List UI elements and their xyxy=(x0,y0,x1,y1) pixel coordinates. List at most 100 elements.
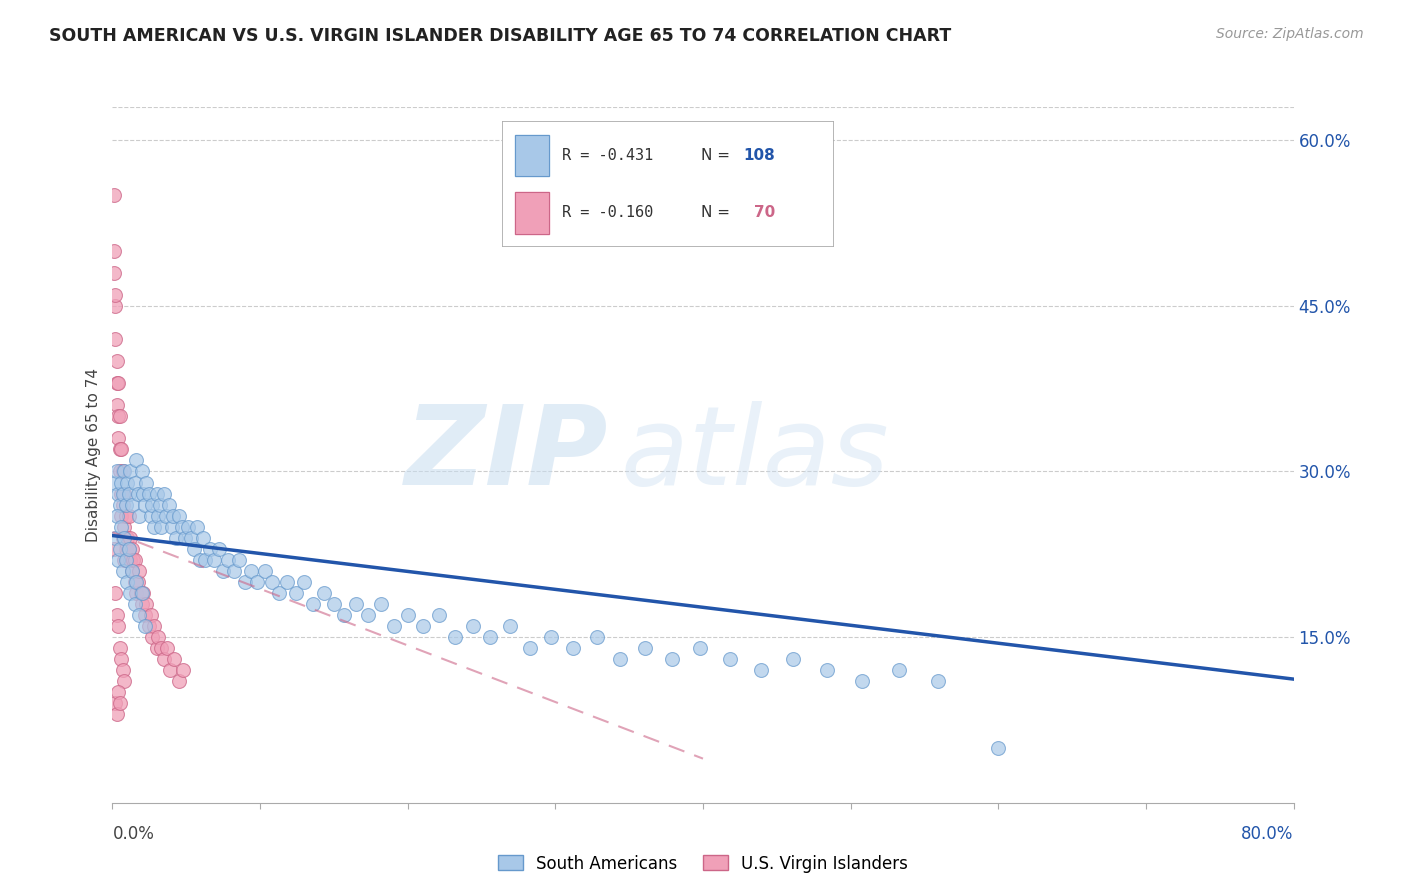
Point xyxy=(103,266,125,280)
Point xyxy=(104,475,127,490)
Point xyxy=(141,630,163,644)
Point xyxy=(121,564,143,578)
Point xyxy=(104,332,127,346)
Point xyxy=(105,707,128,722)
Point xyxy=(108,498,131,512)
Point xyxy=(111,531,134,545)
Point xyxy=(127,574,149,589)
Point xyxy=(167,674,190,689)
Legend: South Americans, U.S. Virgin Islanders: South Americans, U.S. Virgin Islanders xyxy=(492,848,914,880)
Point xyxy=(284,586,307,600)
Point xyxy=(177,519,200,533)
Point xyxy=(128,608,150,623)
Point xyxy=(108,409,131,424)
Point xyxy=(153,486,176,500)
Point xyxy=(114,553,136,567)
Point xyxy=(117,531,138,545)
Point xyxy=(118,541,141,556)
Point xyxy=(333,608,356,623)
Point xyxy=(186,519,208,533)
Point xyxy=(105,376,128,391)
Point xyxy=(141,498,163,512)
Point xyxy=(114,541,136,556)
Point xyxy=(112,674,135,689)
Point xyxy=(117,553,138,567)
Point xyxy=(121,541,143,556)
Point xyxy=(240,564,263,578)
Point xyxy=(110,475,132,490)
Point xyxy=(150,641,173,656)
Point xyxy=(180,531,202,545)
Point xyxy=(121,564,143,578)
Point xyxy=(114,498,136,512)
Point xyxy=(540,630,562,644)
Point xyxy=(198,541,221,556)
Point xyxy=(107,685,129,699)
Point xyxy=(134,498,156,512)
Point xyxy=(124,597,146,611)
Point xyxy=(302,597,325,611)
Point xyxy=(188,553,211,567)
Point xyxy=(148,630,170,644)
Point xyxy=(157,498,180,512)
Point xyxy=(117,475,138,490)
Point xyxy=(142,619,165,633)
Point xyxy=(634,641,657,656)
Point xyxy=(344,597,367,611)
Point xyxy=(312,586,335,600)
Point xyxy=(131,597,153,611)
Point xyxy=(233,574,256,589)
Point xyxy=(167,508,190,523)
Point xyxy=(269,586,291,600)
Point xyxy=(134,619,156,633)
Point xyxy=(749,663,772,677)
Point xyxy=(609,652,631,666)
Point xyxy=(228,553,250,567)
Point xyxy=(111,564,134,578)
Text: SOUTH AMERICAN VS U.S. VIRGIN ISLANDER DISABILITY AGE 65 TO 74 CORRELATION CHART: SOUTH AMERICAN VS U.S. VIRGIN ISLANDER D… xyxy=(49,27,952,45)
Point xyxy=(103,244,125,258)
Text: 0.0%: 0.0% xyxy=(112,825,155,843)
Point xyxy=(128,508,150,523)
Point xyxy=(162,508,184,523)
Point xyxy=(114,508,136,523)
Point xyxy=(105,354,128,368)
Point xyxy=(815,663,838,677)
Point xyxy=(128,564,150,578)
Point xyxy=(120,586,142,600)
Point xyxy=(150,519,173,533)
Point xyxy=(208,541,231,556)
Point xyxy=(718,652,741,666)
Point xyxy=(411,619,433,633)
Point xyxy=(118,486,141,500)
Point xyxy=(139,508,162,523)
Point xyxy=(104,287,127,301)
Point xyxy=(132,486,155,500)
Point xyxy=(110,486,132,500)
Point xyxy=(889,663,911,677)
Point xyxy=(498,619,520,633)
Point xyxy=(172,663,194,677)
Point xyxy=(110,652,132,666)
Point xyxy=(107,619,129,633)
Point xyxy=(146,641,169,656)
Point xyxy=(165,531,187,545)
Point xyxy=(217,553,239,567)
Point xyxy=(107,553,129,567)
Point xyxy=(170,519,193,533)
Point xyxy=(117,574,138,589)
Point xyxy=(370,597,392,611)
Point xyxy=(110,519,132,533)
Point xyxy=(276,574,298,589)
Point xyxy=(107,431,129,445)
Point xyxy=(105,398,128,412)
Point xyxy=(149,498,172,512)
Point xyxy=(138,486,160,500)
Point xyxy=(292,574,315,589)
Point xyxy=(384,619,406,633)
Point xyxy=(131,586,153,600)
Text: atlas: atlas xyxy=(620,401,889,508)
Point xyxy=(191,531,214,545)
Point xyxy=(135,597,157,611)
Point xyxy=(124,475,146,490)
